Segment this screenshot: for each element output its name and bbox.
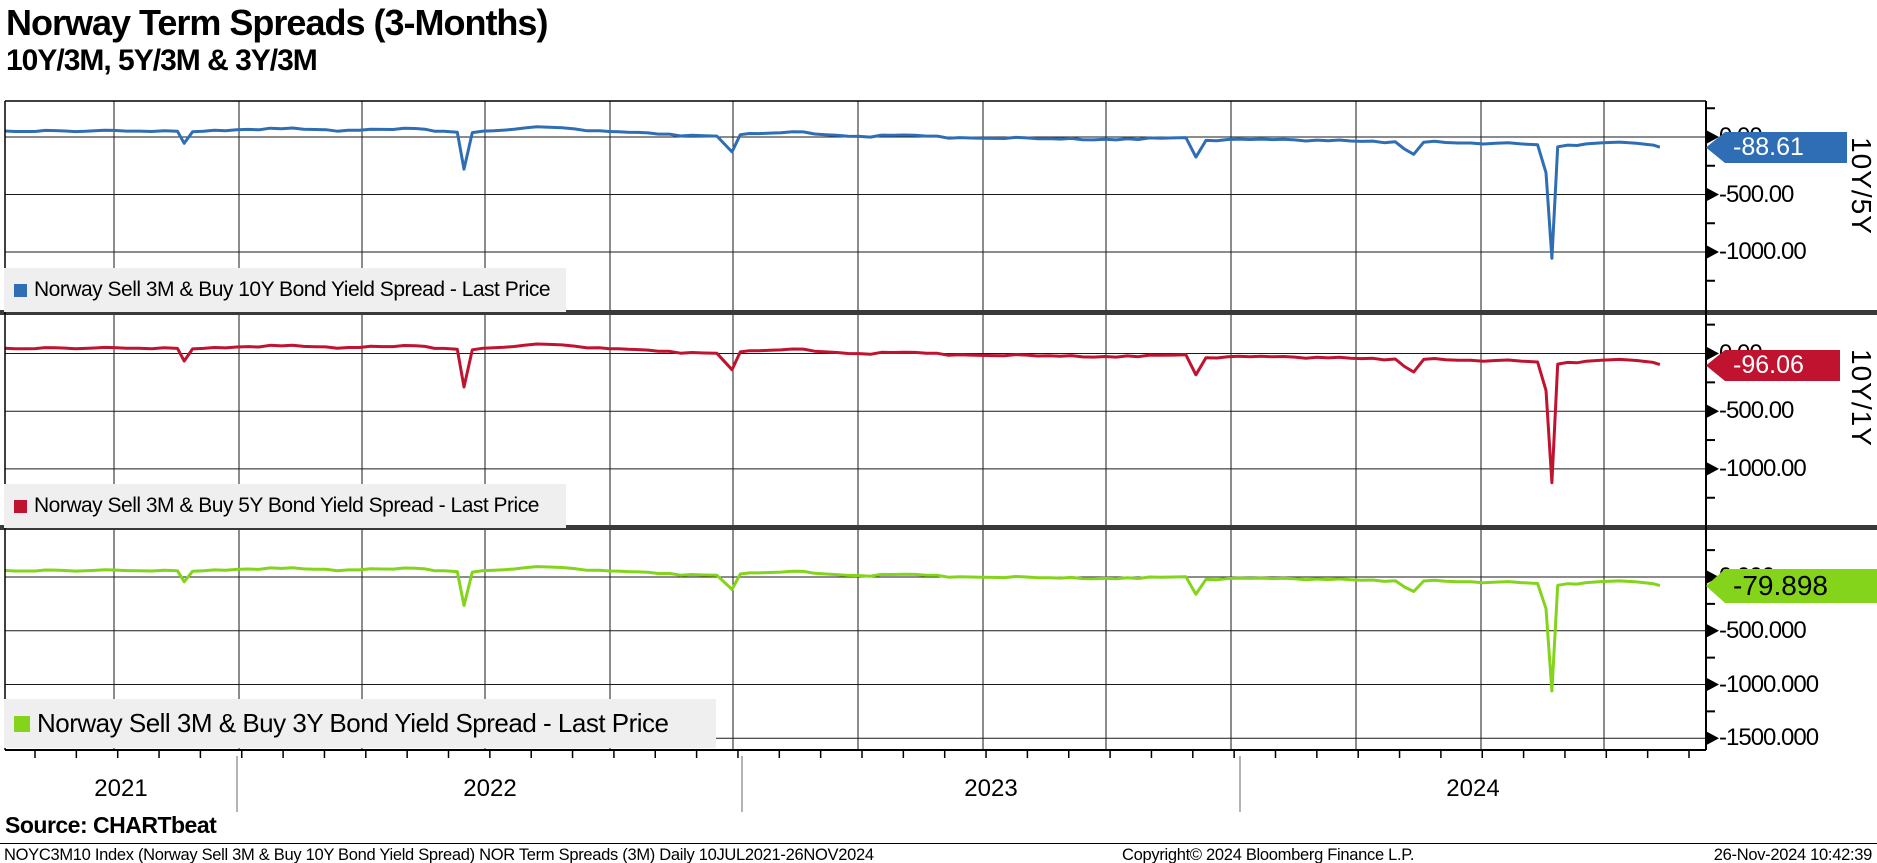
last-price-tag-10y3m: -88.61 — [1706, 132, 1847, 163]
legend-swatch-icon-5y3m — [14, 499, 27, 513]
legend-label-5y3m: Norway Sell 3M & Buy 5Y Bond Yield Sprea… — [34, 494, 539, 517]
y-tick-label-panel2: -500.00 — [1719, 397, 1794, 425]
y-tick-label-panel1: -500.00 — [1719, 180, 1794, 208]
y-tick-label-panel1: -1000.00 — [1719, 238, 1807, 265]
x-axis-year-label: 2021 — [94, 775, 148, 802]
footer-copyright: Copyright© 2024 Bloomberg Finance L.P. — [1122, 846, 1415, 863]
y-tick-label-panel3: -500.000 — [1719, 616, 1807, 644]
x-axis-year-label: 2022 — [463, 775, 517, 802]
last-price-value-5y3m: -96.06 — [1733, 351, 1804, 379]
last-price-tag-3y3m: -79.898 — [1706, 569, 1877, 603]
legend-10y3m: Norway Sell 3M & Buy 10Y Bond Yield Spre… — [4, 268, 566, 312]
x-axis-year-label: 2023 — [964, 775, 1018, 802]
source-label: Source: CHARTbeat — [5, 812, 217, 838]
legend-swatch-icon-3y3m — [14, 715, 30, 732]
y-tick-label-panel3: -1000.000 — [1719, 670, 1819, 698]
y-tick-label-panel2: -1000.00 — [1719, 454, 1807, 482]
footer-timestamp: 26-Nov-2024 10:42:39 — [1713, 846, 1873, 863]
legend-5y3m: Norway Sell 3M & Buy 5Y Bond Yield Sprea… — [4, 484, 566, 528]
page-subtitle: 10Y/3M, 5Y/3M & 3Y/3M — [6, 44, 318, 77]
legend-3y3m: Norway Sell 3M & Buy 3Y Bond Yield Sprea… — [4, 699, 716, 748]
x-axis-year-label: 2024 — [1446, 775, 1500, 802]
last-price-value-3y3m: -79.898 — [1733, 570, 1828, 601]
y-tick-label-panel3: -1500.000 — [1719, 724, 1819, 752]
legend-label-3y3m: Norway Sell 3M & Buy 3Y Bond Yield Sprea… — [37, 708, 669, 738]
legend-label-10y3m: Norway Sell 3M & Buy 10Y Bond Yield Spre… — [34, 278, 551, 301]
axis-title-panel1: 10Y/5Y — [1846, 137, 1877, 235]
last-price-value-10y3m: -88.61 — [1733, 133, 1804, 161]
last-price-tag-5y3m: -96.06 — [1706, 350, 1840, 381]
legend-swatch-icon-10y3m — [14, 283, 27, 297]
axis-title-panel2: 10Y/1Y — [1846, 349, 1877, 447]
footer-ticker-info: NOYC3M10 Index (Norway Sell 3M & Buy 10Y… — [4, 846, 874, 863]
page-title: Norway Term Spreads (3-Months) — [6, 2, 548, 43]
footer-divider — [0, 843, 1877, 844]
